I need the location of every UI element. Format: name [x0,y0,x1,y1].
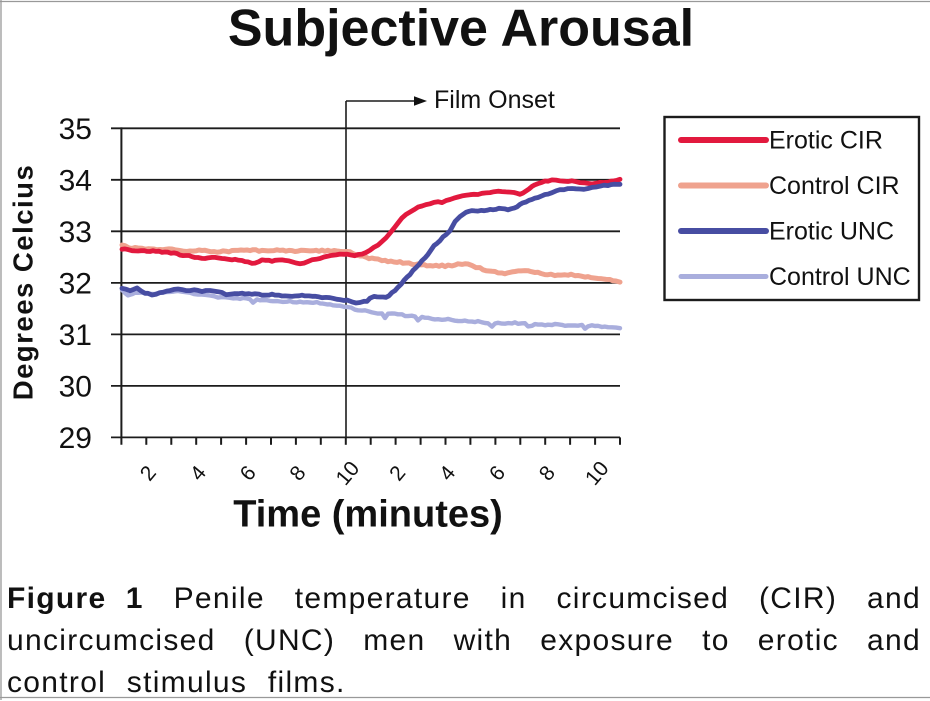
svg-text:2: 2 [136,462,161,486]
svg-text:33: 33 [59,216,92,249]
svg-text:Control CIR: Control CIR [769,172,900,200]
svg-text:Subjective Arousal: Subjective Arousal [228,0,694,58]
svg-text:34: 34 [59,165,92,198]
svg-text:Erotic CIR: Erotic CIR [769,127,883,155]
svg-text:2: 2 [385,462,410,486]
svg-text:6: 6 [236,462,261,486]
svg-text:Film Onset: Film Onset [434,86,555,114]
svg-text:4: 4 [186,461,211,485]
svg-text:35: 35 [59,113,92,146]
svg-text:31: 31 [59,319,92,352]
svg-text:Degrees Celcius: Degrees Celcius [8,164,39,401]
svg-text:29: 29 [59,422,92,455]
svg-text:Erotic UNC: Erotic UNC [769,218,894,246]
svg-text:10: 10 [332,457,365,490]
svg-text:6: 6 [485,462,510,486]
svg-text:8: 8 [535,462,560,486]
svg-text:30: 30 [59,371,92,404]
svg-text:Time (minutes): Time (minutes) [233,494,503,536]
svg-text:32: 32 [59,268,92,301]
svg-text:8: 8 [285,462,310,486]
svg-text:4: 4 [435,461,460,485]
svg-text:10: 10 [581,457,614,490]
svg-text:Control UNC: Control UNC [769,263,911,291]
